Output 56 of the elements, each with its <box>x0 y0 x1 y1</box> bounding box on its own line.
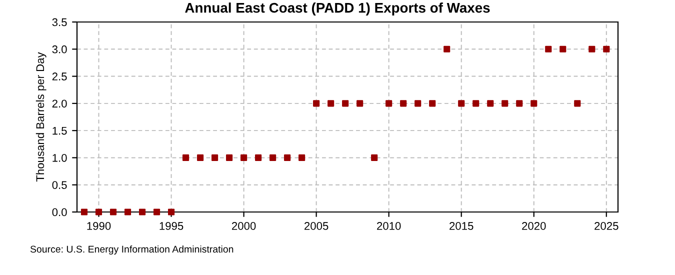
point <box>153 208 160 216</box>
point <box>328 100 334 107</box>
x-tick-label: 1995 <box>160 222 184 230</box>
point <box>182 154 190 162</box>
point <box>429 100 436 107</box>
point <box>80 208 88 216</box>
point <box>371 154 378 162</box>
point <box>386 100 392 107</box>
point <box>313 100 320 107</box>
x-tick-label: 2005 <box>304 222 328 230</box>
y-tick-label: 2.5 <box>52 72 67 80</box>
point <box>270 154 276 162</box>
point <box>588 46 596 52</box>
point <box>168 208 175 216</box>
source-note: Source: U.S. Energy Information Administration <box>30 245 234 255</box>
point <box>298 154 306 162</box>
point <box>400 100 407 107</box>
point <box>110 208 117 216</box>
point <box>255 154 262 162</box>
point <box>211 154 218 162</box>
x-tick-label: 2025 <box>594 222 618 230</box>
point <box>95 208 102 216</box>
point <box>240 154 248 162</box>
y-tick-label: 1.5 <box>52 126 67 135</box>
point <box>196 154 204 162</box>
y-axis-title: Thousand Barrels per Day <box>36 52 46 182</box>
point <box>545 46 552 52</box>
chart-title: Annual East Coast (PADD 1) Exports of Waxes <box>185 2 490 16</box>
x-tick-label: 2020 <box>522 222 546 230</box>
point <box>458 100 465 107</box>
point <box>226 154 233 162</box>
point <box>516 100 523 107</box>
y-tick-label: 0.0 <box>52 208 67 216</box>
x-tick-label: 2000 <box>232 222 256 230</box>
point <box>472 100 480 107</box>
x-tick-label: 1990 <box>87 222 111 230</box>
point <box>342 100 349 107</box>
y-tick-label: 3.0 <box>52 45 67 54</box>
x-tick-label: 2015 <box>450 222 474 230</box>
x-tick-label: 2010 <box>377 222 401 230</box>
y-tick-label: 0.5 <box>52 181 67 189</box>
point <box>530 100 538 107</box>
point <box>138 208 146 216</box>
point <box>560 46 566 52</box>
point <box>356 100 364 107</box>
point <box>414 100 422 107</box>
point <box>284 154 291 162</box>
point <box>487 100 494 107</box>
point <box>444 46 450 52</box>
point <box>502 100 508 107</box>
y-tick-label: 2.0 <box>52 100 67 108</box>
point <box>574 100 581 107</box>
y-tick-label: 3.5 <box>52 18 67 26</box>
point <box>603 46 610 52</box>
y-tick-label: 1.0 <box>52 154 67 162</box>
point <box>124 208 132 216</box>
